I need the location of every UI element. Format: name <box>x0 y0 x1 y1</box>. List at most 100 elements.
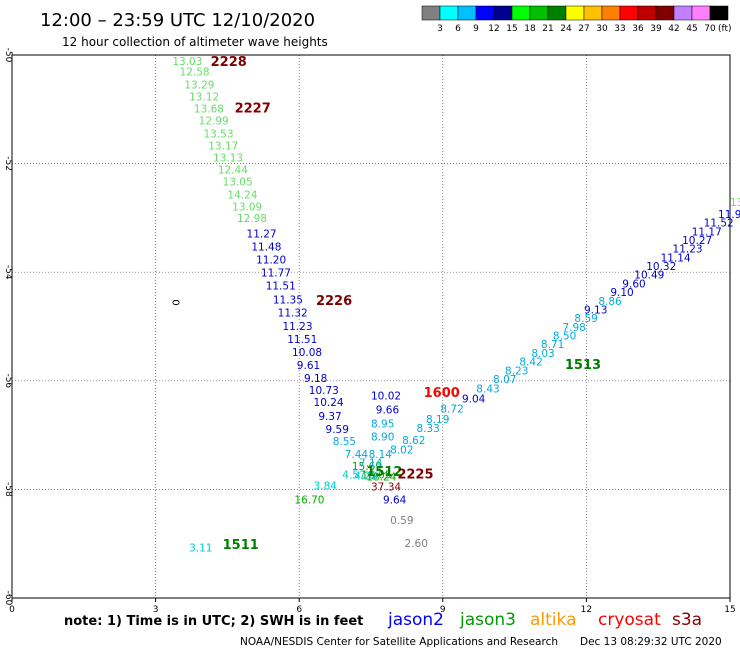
scale-swatch <box>565 5 585 21</box>
scale-swatch <box>673 5 693 21</box>
wave-height-label: 11.27 <box>247 228 277 240</box>
wave-height-label: 8.55 <box>333 436 356 448</box>
plot-grid <box>11 54 731 599</box>
y-tick-label: -60 <box>3 591 13 606</box>
x-tick-label: 15 <box>724 605 735 615</box>
x-tick-label: 3 <box>153 605 159 615</box>
x-tick-label: 6 <box>296 605 302 615</box>
wave-height-label: 2.60 <box>405 538 428 550</box>
y-tick-label: -58 <box>3 482 13 497</box>
wave-height-label: 3.84 <box>314 480 338 492</box>
pass-time-label: 1512 <box>366 465 402 480</box>
x-tick-label: 0 <box>9 605 15 615</box>
y-tick-label: -52 <box>3 156 13 171</box>
y-axis-ticks: -50 -52 -54 -56 -58 -60 <box>3 48 13 606</box>
wave-height-observations: 13.0312.5813.2913.1213.6812.9913.5313.17… <box>169 56 740 555</box>
scale-swatch <box>511 5 531 21</box>
wave-height-label: 8.42 <box>519 357 542 369</box>
scale-swatch <box>457 5 477 21</box>
scale-label: 45 <box>686 24 697 34</box>
wave-height-label: 13.12 <box>189 92 219 104</box>
scale-label: 33 <box>614 24 625 34</box>
scale-label: 70 <box>704 24 716 34</box>
wave-height-label: 10.08 <box>292 347 322 359</box>
pass-time-label: 2228 <box>211 55 247 70</box>
scale-label: 24 <box>560 24 572 34</box>
wave-height-label: 10.49 <box>634 270 664 282</box>
wave-height-label: 13 <box>730 197 740 209</box>
scale-label: 36 <box>632 24 644 34</box>
wave-height-label: 11.35 <box>273 295 303 307</box>
wave-height-label: 9.64 <box>383 495 407 507</box>
pass-time-label: 2227 <box>235 102 271 117</box>
wave-height-label: 10.32 <box>646 261 676 273</box>
x-axis-ticks: 0 3 6 9 12 15 <box>9 598 736 615</box>
pass-time-label: 1511 <box>223 538 259 553</box>
scale-swatch <box>475 5 495 21</box>
wave-height-label: 4.57 <box>342 470 365 482</box>
footer-note: note: 1) Time is in UTC; 2) SWH is in fe… <box>64 614 363 629</box>
wave-height-label: 9.59 <box>326 424 349 436</box>
satellite-name: s3a <box>672 610 702 630</box>
scale-label: 3 <box>437 24 443 34</box>
scale-swatch <box>547 5 567 21</box>
wave-height-label: 9.66 <box>376 404 400 416</box>
pass-time-label: 2225 <box>397 468 433 483</box>
wave-height-label: 9.04 <box>462 394 486 406</box>
scale-label: 15 <box>506 24 517 34</box>
wave-height-label: 11.23 <box>673 244 703 256</box>
wave-height-label: 37.34 <box>371 481 401 493</box>
y-tick-label: -54 <box>3 265 13 280</box>
wave-height-label: 9.37 <box>318 411 341 423</box>
scale-swatch <box>637 5 657 21</box>
wave-height-label: 11.14 <box>661 252 691 264</box>
scale-label: 42 <box>668 24 679 34</box>
wave-height-label: 4.29 <box>354 471 377 483</box>
scale-label: 30 <box>596 24 608 34</box>
wave-height-label: 13.68 <box>194 104 224 116</box>
wave-height-label: 7.98 <box>562 322 585 334</box>
wave-height-label: 11.32 <box>278 308 308 320</box>
wave-height-label: 12.99 <box>199 116 229 128</box>
scale-label: 21 <box>542 24 553 34</box>
wave-height-label: 13.53 <box>203 129 233 141</box>
wave-height-label: 8.71 <box>541 339 564 351</box>
wave-height-label: 11.17 <box>692 226 722 238</box>
wave-height-label: 11.51 <box>266 281 296 293</box>
scale-unit: (ft) <box>718 24 732 34</box>
scale-swatch <box>583 5 603 21</box>
wave-height-label: 11.20 <box>256 255 286 267</box>
wave-height-label: 13.17 <box>208 140 238 152</box>
scale-swatch <box>529 5 549 21</box>
wave-height-label: 8.03 <box>531 348 554 360</box>
y-tick-label: -50 <box>3 48 13 63</box>
satellite-name: jason2 <box>387 610 444 630</box>
wave-height-label: 13.29 <box>184 80 214 92</box>
wave-height-label: 8.62 <box>402 435 425 447</box>
wave-height-label: 12.98 <box>237 213 267 225</box>
wave-height-label: 9.61 <box>297 360 320 372</box>
wave-height-label: 11.23 <box>282 321 312 333</box>
wave-height-label: 8.95 <box>371 418 394 430</box>
scale-label: 6 <box>455 24 461 34</box>
wave-height-label: 7.44 <box>345 449 369 461</box>
footer-credit: NOAA/NESDIS Center for Satellite Applica… <box>240 636 558 648</box>
wave-height-label: 11.77 <box>261 268 291 280</box>
wave-height-label: 9.10 <box>610 287 633 299</box>
satellite-legend: jason2 jason3 altika cryosat s3a <box>387 610 702 630</box>
chart-subtitle: 12 hour collection of altimeter wave hei… <box>62 35 328 49</box>
wave-height-label: 10.24 <box>314 397 344 409</box>
scale-swatch <box>493 5 513 21</box>
wave-height-label: 11.97 <box>718 209 740 221</box>
wave-height-label: 8.72 <box>440 403 463 415</box>
scale-label: 12 <box>488 24 499 34</box>
wave-height-label: 8.86 <box>598 296 622 308</box>
wave-height-label: 10.27 <box>682 235 712 247</box>
wave-height-label: 11.51 <box>287 334 317 346</box>
x-tick-label: 9 <box>440 605 446 615</box>
scale-swatch <box>421 5 441 21</box>
footer-timestamp: Dec 13 08:29:32 UTC 2020 <box>580 636 722 648</box>
satellite-name: cryosat <box>598 610 661 630</box>
